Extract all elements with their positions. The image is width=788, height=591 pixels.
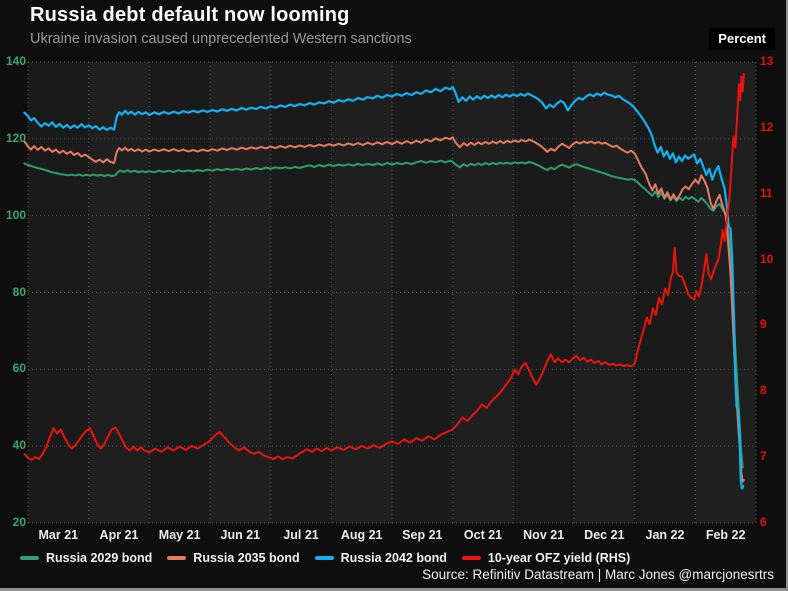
page-title: Russia debt default now looming — [30, 4, 350, 26]
x-axis-tick: Mar 21 — [38, 528, 79, 542]
legend-label: 10-year OFZ yield (RHS) — [487, 551, 631, 565]
month-band — [452, 62, 514, 523]
series-line-10-year-ofz-yield-rhs- — [23, 72, 745, 461]
right-axis-tick: 6 — [760, 515, 767, 529]
left-axis-tick: 20 — [12, 515, 26, 529]
source-attribution: Source: Refinitiv Datastream | Marc Jone… — [422, 567, 774, 582]
right-axis-tick: 8 — [760, 383, 767, 398]
left-axis-tick: 40 — [12, 438, 26, 453]
legend-swatch-2035-bond — [167, 556, 187, 560]
right-axis-tick: 10 — [760, 251, 774, 266]
x-axis-tick: Jun 21 — [220, 528, 261, 542]
right-axis-tick: 11 — [760, 185, 773, 200]
legend-item-2029-bond: Russia 2029 bond — [20, 551, 152, 565]
right-axis-tick: 12 — [760, 119, 774, 134]
x-axis-tick: Aug 21 — [340, 528, 383, 542]
x-axis-tick: Sep 21 — [402, 528, 443, 542]
right-axis-tick: 9 — [760, 317, 767, 332]
legend-swatch-2042-bond — [314, 556, 334, 560]
right-axis-tick: 7 — [760, 449, 767, 464]
legend-label: Russia 2035 bond — [193, 551, 300, 565]
series-line-russia-2042-bond — [23, 85, 745, 490]
page-subtitle: Ukraine invasion caused unprecedented We… — [30, 31, 412, 47]
legend-item-ofz-yield: 10-year OFZ yield (RHS) — [461, 551, 631, 565]
x-axis-tick: Apr 21 — [99, 528, 139, 542]
legend-label: Russia 2042 bond — [340, 551, 447, 565]
month-band — [28, 62, 89, 523]
legend-item-2035-bond: Russia 2035 bond — [167, 551, 300, 565]
series-line-russia-2035-bond — [23, 136, 745, 483]
left-axis-tick: 80 — [12, 284, 26, 299]
left-axis-tick: 140 — [5, 54, 26, 68]
legend: Russia 2029 bond Russia 2035 bond Russia… — [20, 549, 630, 567]
x-axis-tick: Jan 22 — [645, 528, 685, 542]
x-axis-tick: Feb 22 — [705, 528, 746, 542]
series-line-russia-2029-bond — [23, 159, 744, 469]
left-axis-tick: 60 — [12, 361, 26, 376]
month-band — [513, 62, 574, 523]
x-axis-tick: Dec 21 — [584, 528, 625, 542]
legend-item-2042-bond: Russia 2042 bond — [314, 551, 447, 565]
x-axis-tick: May 21 — [158, 528, 201, 542]
month-band — [695, 62, 756, 523]
left-axis-tick: 120 — [5, 130, 26, 145]
x-axis-tick: Jul 21 — [283, 528, 319, 542]
legend-swatch-ofz-yield — [461, 556, 481, 560]
x-axis-tick: Oct 21 — [463, 528, 503, 542]
legend-label: Russia 2029 bond — [46, 551, 153, 565]
right-axis-unit-label: Percent — [709, 28, 775, 50]
left-axis-tick: 100 — [5, 207, 26, 222]
legend-swatch-2029-bond — [20, 556, 39, 560]
x-axis-tick: Nov 21 — [523, 528, 565, 542]
month-band — [392, 62, 453, 523]
right-axis-tick: 13 — [760, 54, 774, 68]
